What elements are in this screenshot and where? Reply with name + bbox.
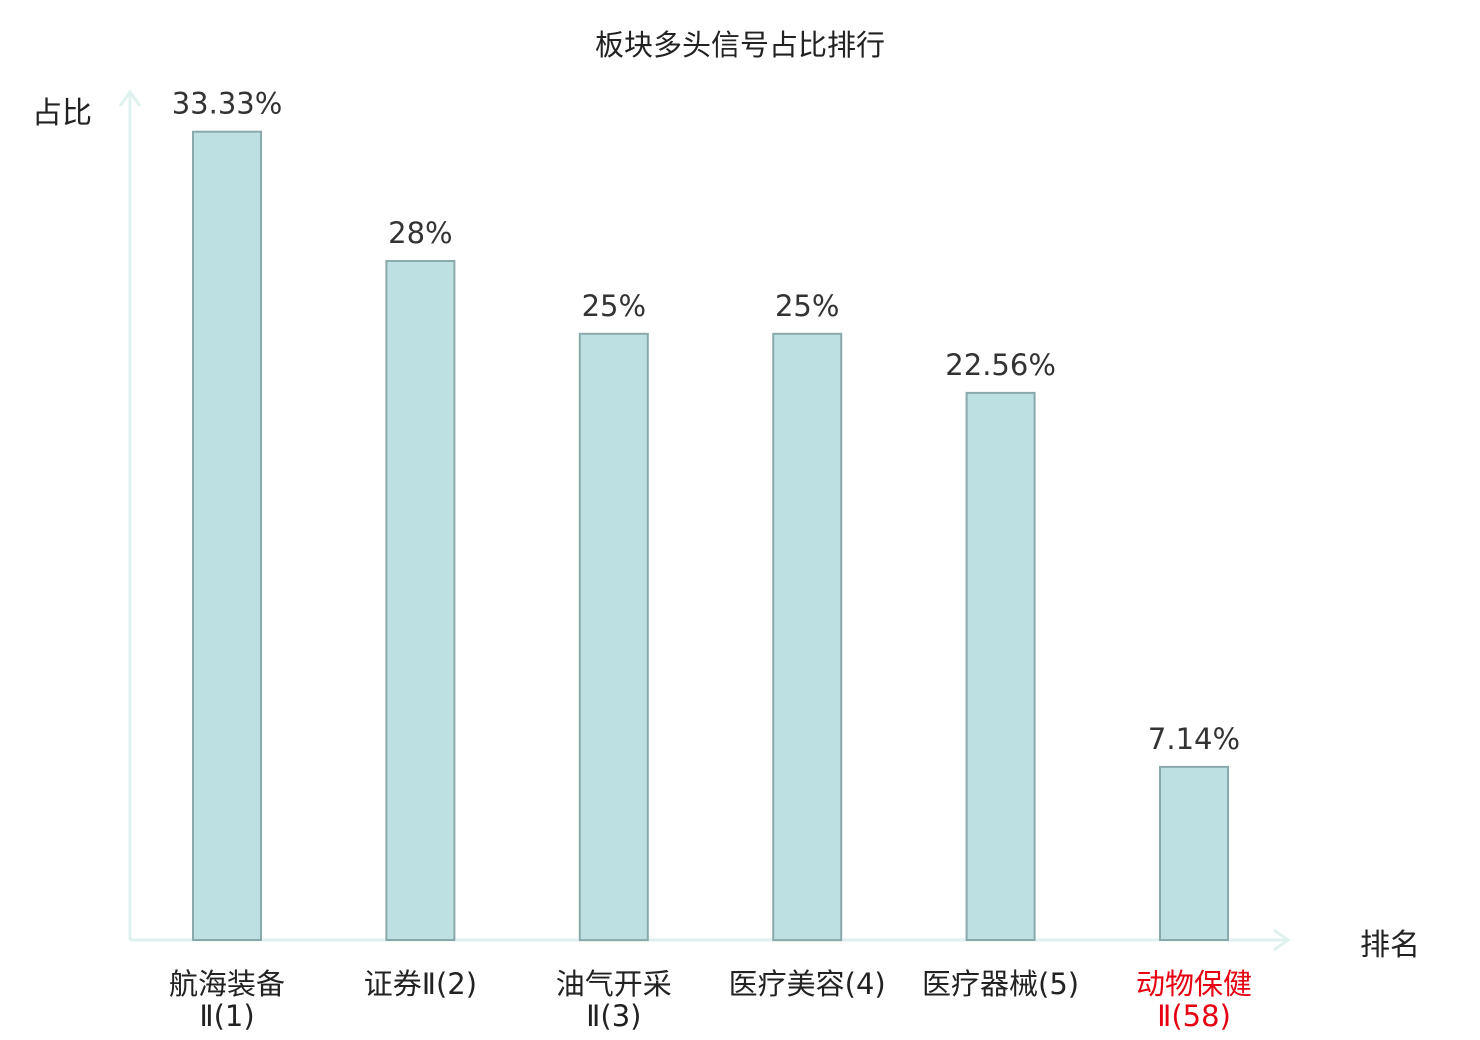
bar-3 <box>578 332 649 942</box>
y-axis-arrow <box>118 89 142 107</box>
x-axis-arrow <box>1273 928 1291 952</box>
bar-5 <box>965 391 1036 941</box>
category-label-4: 医疗美容(4) <box>729 967 886 1001</box>
category-label-6-line2: Ⅱ(58) <box>1157 999 1231 1033</box>
value-label-5: 22.56% <box>945 348 1056 382</box>
bar-4 <box>772 332 843 942</box>
bar-6 <box>1159 765 1229 942</box>
axes <box>118 89 1291 952</box>
category-label-2: 证券Ⅱ(2) <box>364 967 477 1001</box>
bar-1 <box>192 130 262 941</box>
value-label-3: 25% <box>582 289 646 323</box>
bar-2 <box>385 260 456 941</box>
value-label-1: 33.33% <box>172 87 283 121</box>
category-label-1-line2: Ⅱ(1) <box>199 999 254 1033</box>
category-label-3: 油气开采 <box>556 967 672 1001</box>
category-label-1: 航海装备 <box>169 967 285 1001</box>
category-label-3-line2: Ⅱ(3) <box>586 999 641 1033</box>
value-label-2: 28% <box>388 216 452 250</box>
chart-title: 板块多头信号占比排行 <box>594 28 885 62</box>
value-label-4: 25% <box>775 289 839 323</box>
category-label-5: 医疗器械(5) <box>922 967 1079 1001</box>
value-label-6: 7.14% <box>1148 722 1240 756</box>
x-axis-label: 排名 <box>1360 928 1420 963</box>
y-axis-label: 占比 <box>32 96 92 131</box>
category-label-6: 动物保健 <box>1136 967 1252 1001</box>
